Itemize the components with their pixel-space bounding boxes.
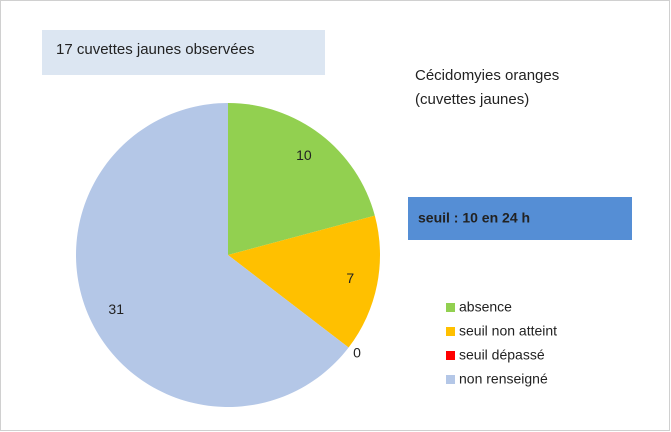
data-label: 0 bbox=[353, 345, 361, 361]
legend-label: absence bbox=[459, 299, 512, 315]
annotation-box bbox=[42, 30, 325, 75]
annotation: seuil : 10 en 24 h bbox=[418, 210, 530, 226]
pie-slice bbox=[228, 103, 375, 255]
pie-slice bbox=[76, 103, 349, 407]
legend-swatch bbox=[446, 303, 455, 312]
legend-swatch bbox=[446, 351, 455, 360]
legend-label: seuil dépassé bbox=[459, 347, 545, 363]
legend-swatch bbox=[446, 327, 455, 336]
legend-label: seuil non atteint bbox=[459, 323, 557, 339]
legend-label: non renseigné bbox=[459, 371, 548, 387]
data-label: 10 bbox=[296, 147, 312, 163]
data-label: 7 bbox=[346, 270, 354, 286]
chart-title: Cécidomyies oranges bbox=[415, 67, 559, 84]
chart-title: (cuvettes jaunes) bbox=[415, 91, 529, 108]
pie-slice bbox=[228, 215, 381, 348]
annotation: 17 cuvettes jaunes observées bbox=[56, 41, 254, 58]
data-label: 31 bbox=[108, 301, 124, 317]
annotation-box bbox=[408, 197, 632, 240]
pie-slice bbox=[228, 255, 349, 348]
legend-swatch bbox=[446, 375, 455, 384]
